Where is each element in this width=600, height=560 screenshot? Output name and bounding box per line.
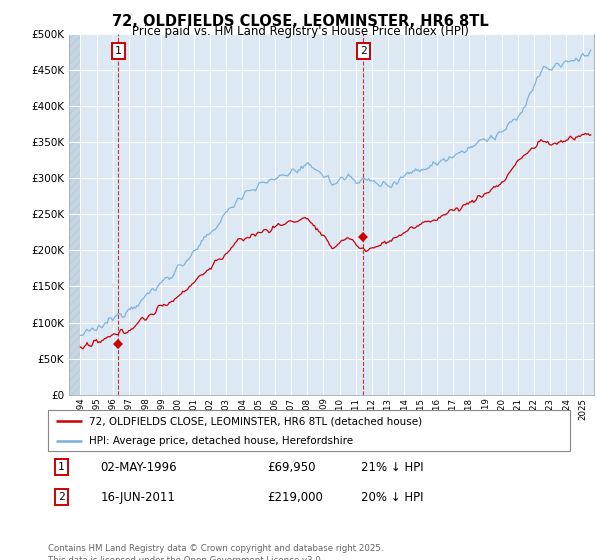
Text: Contains HM Land Registry data © Crown copyright and database right 2025.
This d: Contains HM Land Registry data © Crown c… — [48, 544, 383, 560]
Text: 21% ↓ HPI: 21% ↓ HPI — [361, 460, 424, 474]
Bar — [69, 34, 80, 395]
FancyBboxPatch shape — [48, 410, 570, 451]
Text: 2: 2 — [58, 492, 64, 502]
Text: 2: 2 — [360, 46, 367, 56]
Text: 16-JUN-2011: 16-JUN-2011 — [100, 491, 175, 504]
Text: HPI: Average price, detached house, Herefordshire: HPI: Average price, detached house, Here… — [89, 436, 353, 446]
Text: 1: 1 — [115, 46, 122, 56]
Text: 1: 1 — [58, 462, 64, 472]
Text: 72, OLDFIELDS CLOSE, LEOMINSTER, HR6 8TL (detached house): 72, OLDFIELDS CLOSE, LEOMINSTER, HR6 8TL… — [89, 417, 422, 426]
Text: £219,000: £219,000 — [267, 491, 323, 504]
Text: Price paid vs. HM Land Registry's House Price Index (HPI): Price paid vs. HM Land Registry's House … — [131, 25, 469, 38]
Text: £69,950: £69,950 — [267, 460, 316, 474]
Text: 02-MAY-1996: 02-MAY-1996 — [100, 460, 177, 474]
Text: 72, OLDFIELDS CLOSE, LEOMINSTER, HR6 8TL: 72, OLDFIELDS CLOSE, LEOMINSTER, HR6 8TL — [112, 14, 488, 29]
Text: 20% ↓ HPI: 20% ↓ HPI — [361, 491, 424, 504]
